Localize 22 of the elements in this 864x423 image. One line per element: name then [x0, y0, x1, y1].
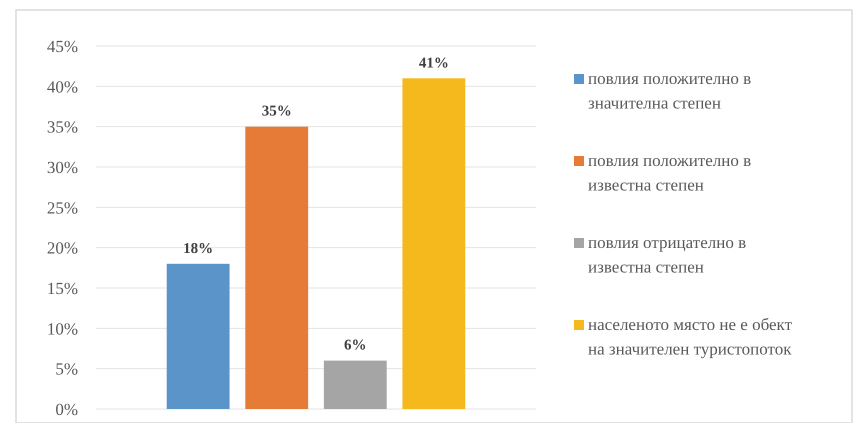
data-label: 6%	[344, 338, 367, 354]
data-label: 41%	[418, 55, 449, 72]
y-tick-label: 20%	[46, 238, 78, 258]
y-tick-label: 15%	[46, 278, 78, 298]
y-tick-label: 35%	[46, 118, 78, 137]
bar	[166, 264, 230, 409]
legend-label: повлия положително в значителна степен	[588, 69, 752, 112]
y-tick-label: 40%	[46, 77, 78, 96]
y-tick-label: 5%	[55, 360, 78, 379]
y-tick-label: 45%	[46, 36, 78, 56]
legend-label: повлия положително в известна степен	[588, 151, 752, 194]
y-tick-label: 25%	[46, 198, 78, 218]
legend-label: населеното място не е обект на значителен туристопоток	[588, 315, 793, 358]
data-label: 35%	[262, 104, 292, 120]
bar	[402, 78, 466, 409]
legend-label: повлия отрицателно в известна степен	[588, 233, 746, 276]
y-tick-label: 30%	[46, 158, 78, 177]
bar	[324, 360, 387, 409]
y-tick-label: 10%	[46, 319, 78, 338]
bar	[245, 126, 308, 409]
data-label: 18%	[183, 240, 214, 257]
y-tick-label: 0%	[55, 400, 78, 419]
